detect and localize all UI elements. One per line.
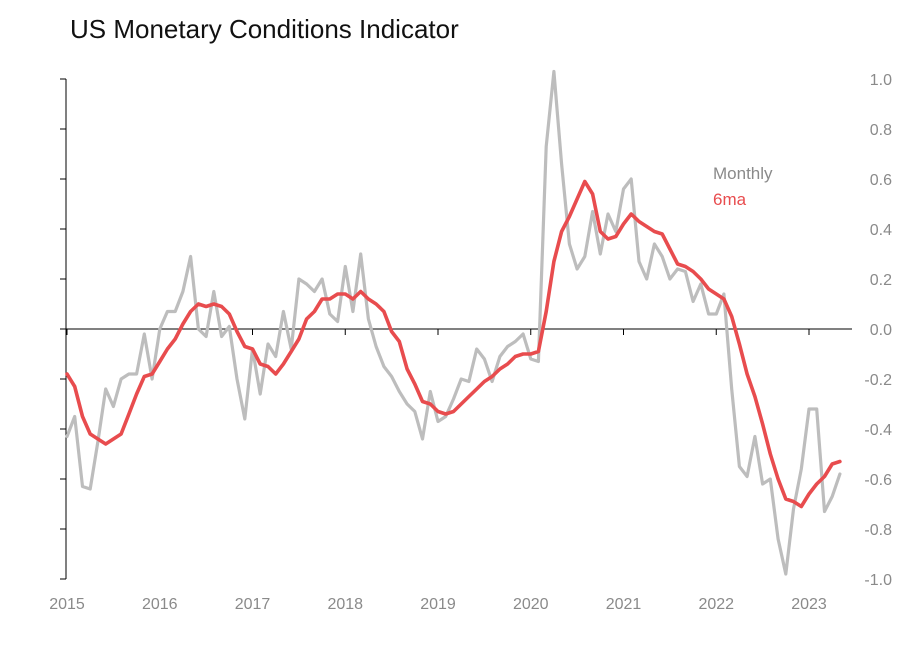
legend-entry-monthly: Monthly (713, 164, 773, 183)
y-tick-label: 0.2 (870, 272, 892, 289)
y-tick-label: 0.4 (870, 222, 892, 239)
y-tick-label: -0.4 (864, 422, 892, 439)
x-tick-label: 2015 (49, 596, 85, 613)
legend-entry-6ma: 6ma (713, 190, 747, 209)
y-tick-label: -0.2 (864, 372, 892, 389)
chart-title: US Monetary Conditions Indicator (70, 14, 459, 44)
x-tick-label: 2017 (235, 596, 271, 613)
series-lines (65, 69, 842, 576)
x-tick-label: 2020 (513, 596, 549, 613)
x-tick-label: 2021 (606, 596, 642, 613)
y-tick-label: -0.6 (864, 472, 892, 489)
axes: 1.0 0.8 0.6 0.4 0.2 0.0 -0.2 -0.4 -0.6 -0.8 -1.0 20… (49, 72, 892, 613)
y-tick-label: 0.6 (870, 172, 892, 189)
legend: Monthly 6ma (713, 164, 773, 209)
y-tick-label: 0.0 (870, 322, 892, 339)
x-tick-label: 2022 (698, 596, 734, 613)
x-tick-label: 2016 (142, 596, 178, 613)
y-tick-label: -0.8 (864, 522, 892, 539)
y-tick-label: -1.0 (864, 572, 892, 589)
series-line-6ma (65, 179, 842, 509)
x-tick-label: 2018 (327, 596, 363, 613)
y-tick-label: 1.0 (870, 72, 892, 89)
y-tick-label: 0.8 (870, 122, 892, 139)
x-tick-label: 2019 (420, 596, 456, 613)
x-tick-label: 2023 (791, 596, 827, 613)
